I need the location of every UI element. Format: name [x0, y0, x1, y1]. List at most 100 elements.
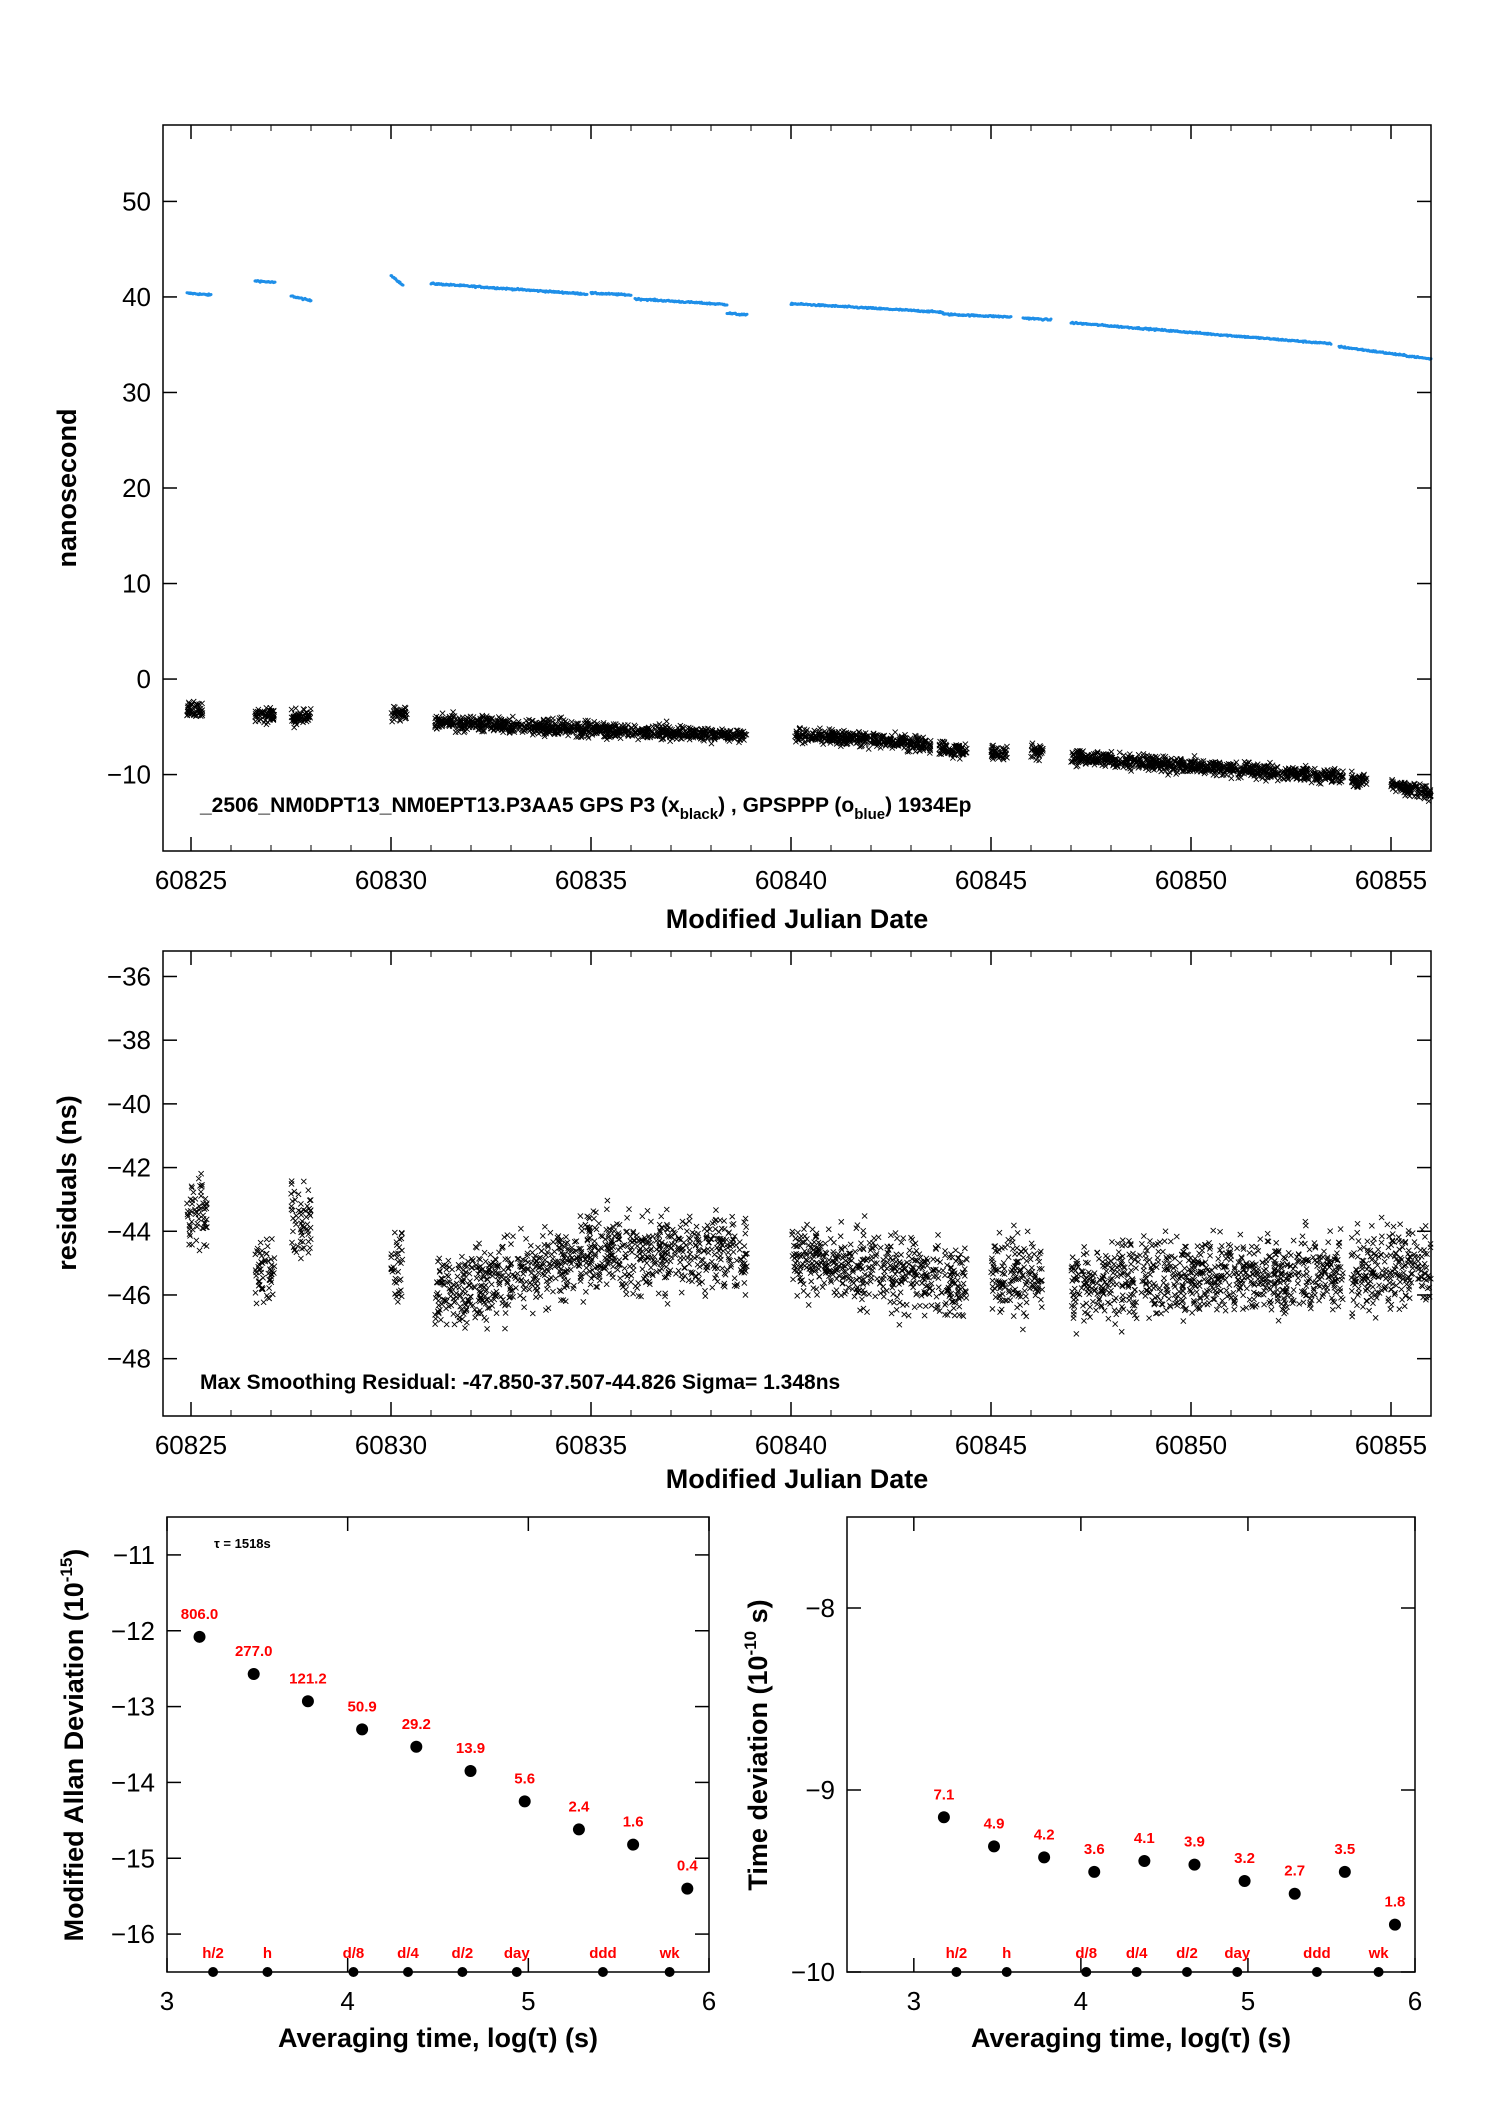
residual-point: [547, 1229, 554, 1236]
p3-point: [520, 727, 527, 734]
residuals-panel: 60825 60830 60835 60840 60845 60850 60855−48−4…: [52, 950, 1434, 1494]
residual-point: [268, 1236, 275, 1242]
residual-point: [481, 1249, 488, 1256]
residual-point: [664, 1300, 671, 1307]
x-tick-label: 60830: [355, 865, 427, 895]
residual-point: [742, 1292, 749, 1298]
residual-point: [293, 1249, 300, 1256]
residual-point: [443, 1321, 450, 1328]
x-axis-title: Modified Julian Date: [666, 904, 929, 934]
residual-point: [260, 1299, 267, 1306]
p3-point: [450, 709, 457, 715]
residual-point: [443, 1272, 450, 1279]
residual-point: [388, 1254, 395, 1261]
residual-point: [552, 1275, 559, 1282]
residual-point: [639, 1213, 646, 1220]
p3-point: [535, 730, 542, 737]
residual-point: [484, 1325, 491, 1332]
residual-point: [472, 1314, 479, 1321]
residual-point: [195, 1175, 202, 1182]
residual-point: [488, 1281, 495, 1288]
x-tick-label: 60840: [755, 865, 827, 895]
ppp-point: [1329, 342, 1333, 346]
p3-point: [1191, 753, 1198, 759]
ppp-point: [725, 303, 729, 307]
residual-point: [527, 1242, 534, 1249]
residual-point: [731, 1275, 738, 1282]
residual-point: [290, 1228, 296, 1235]
residual-point: [252, 1289, 259, 1296]
x-tick-label: 60835: [555, 865, 627, 895]
residual-point: [449, 1266, 456, 1273]
residual-point: [307, 1197, 314, 1204]
p3-point: [292, 705, 299, 712]
residual-point: [304, 1203, 311, 1209]
residual-point: [454, 1273, 461, 1280]
residual-point: [504, 1232, 511, 1239]
residual-point: [260, 1274, 266, 1281]
residual-point: [548, 1274, 554, 1281]
residual-point: [482, 1258, 489, 1265]
p3-point: [708, 740, 715, 747]
residual-point: [288, 1178, 295, 1185]
p3-point: [291, 724, 298, 731]
ppp-point: [273, 280, 277, 284]
residual-point: [198, 1193, 204, 1199]
residual-point: [544, 1286, 550, 1293]
residual-point: [577, 1278, 584, 1284]
residual-point: [555, 1244, 562, 1251]
ppp-point: [745, 312, 749, 316]
p3-point: [1363, 781, 1370, 787]
residual-point: [398, 1229, 405, 1236]
residual-point: [550, 1259, 557, 1266]
residual-point: [394, 1298, 401, 1305]
residual-point: [267, 1266, 273, 1273]
residual-point: [501, 1234, 508, 1241]
x-tick-label: 60845: [955, 865, 1027, 895]
residual-point: [445, 1257, 452, 1264]
p3-point: [288, 706, 295, 713]
residual-point: [188, 1218, 195, 1225]
residual-point: [190, 1189, 197, 1196]
y-tick-label: 20: [122, 473, 151, 503]
y-tick-label: 10: [122, 569, 151, 599]
y-tick-label: 0: [137, 664, 151, 694]
residual-point: [187, 1196, 194, 1203]
residual-point: [398, 1247, 405, 1254]
residual-point: [263, 1250, 270, 1257]
residual-point: [257, 1239, 264, 1246]
residual-point: [300, 1178, 307, 1185]
residual-point: [533, 1294, 539, 1301]
p3-point: [865, 746, 872, 752]
residual-point: [288, 1190, 295, 1197]
ppp-point: [309, 299, 313, 303]
residual-point: [467, 1278, 473, 1285]
residual-point: [439, 1263, 446, 1269]
residual-point: [298, 1255, 304, 1262]
residual-point: [621, 1265, 628, 1272]
residual-point: [297, 1208, 304, 1215]
residual-point: [432, 1315, 439, 1322]
residual-point: [526, 1286, 533, 1293]
time-offset-panel: 60825 60830 60835 60840 60845 60850 60855−1001…: [52, 124, 1434, 934]
residual-point: [578, 1223, 584, 1230]
series-annotation: _2506_NM0DPT13_NM0EPT13.P3AA5 GPS P3 (xb…: [199, 794, 971, 823]
y-tick-label: 40: [122, 282, 151, 312]
y-axis-title: nanosecond: [52, 408, 82, 567]
residual-point: [543, 1307, 549, 1313]
residual-point: [253, 1272, 260, 1279]
ppp-point: [401, 283, 405, 287]
residual-point: [266, 1285, 273, 1291]
residual-point: [550, 1288, 556, 1295]
p3-point: [252, 718, 259, 725]
residual-point: [454, 1312, 461, 1319]
x-tick-label: 60850: [1155, 865, 1227, 895]
residual-point: [539, 1233, 546, 1239]
residual-point: [393, 1239, 400, 1246]
residual-point: [398, 1235, 405, 1242]
residual-point: [463, 1319, 470, 1326]
residual-point: [513, 1285, 519, 1291]
residual-point: [684, 1228, 690, 1235]
residual-point: [307, 1244, 313, 1251]
residual-point: [502, 1310, 509, 1316]
